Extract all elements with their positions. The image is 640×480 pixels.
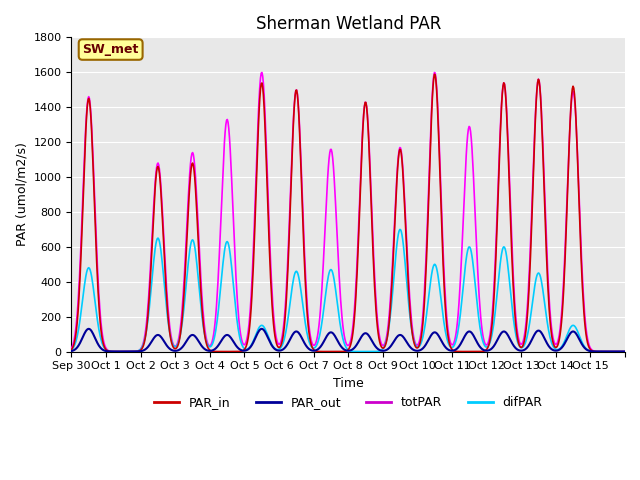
Legend: PAR_in, PAR_out, totPAR, difPAR: PAR_in, PAR_out, totPAR, difPAR: [149, 391, 547, 414]
X-axis label: Time: Time: [333, 377, 364, 390]
Title: Sherman Wetland PAR: Sherman Wetland PAR: [255, 15, 441, 33]
Text: SW_met: SW_met: [83, 43, 139, 56]
Y-axis label: PAR (umol/m2/s): PAR (umol/m2/s): [15, 143, 28, 246]
